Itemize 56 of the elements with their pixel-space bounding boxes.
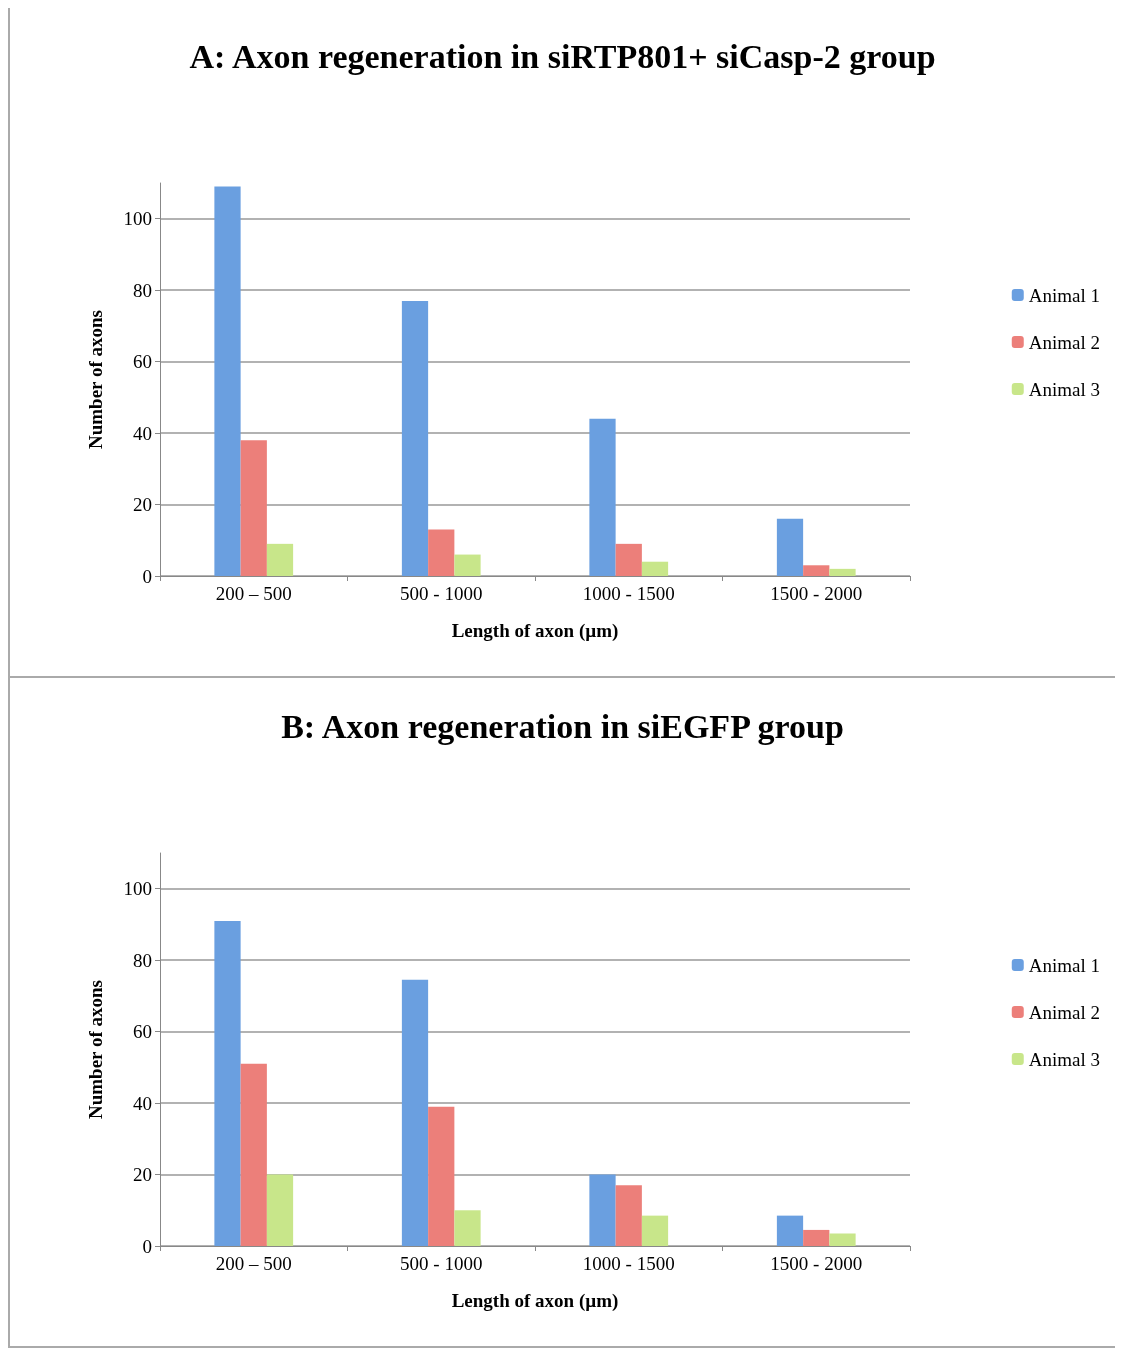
bar xyxy=(454,1210,481,1246)
y-tick-label: 60 xyxy=(133,1021,152,1043)
bar xyxy=(589,418,616,576)
bar xyxy=(428,1106,455,1246)
bar xyxy=(776,1215,804,1246)
bar xyxy=(454,554,481,576)
y-tick-label: 60 xyxy=(133,351,152,373)
x-tick-label: 200 – 500 xyxy=(215,1253,292,1274)
y-tick-label: 0 xyxy=(142,1235,152,1257)
bar xyxy=(615,1185,642,1246)
y-tick-label: 80 xyxy=(133,279,152,301)
bar xyxy=(829,1233,856,1246)
bar xyxy=(240,440,267,576)
y-tick-label: 20 xyxy=(133,494,152,516)
legend-label: Animal 3 xyxy=(1028,378,1101,400)
chart-title: A: Axon regeneration in siRTP801+ siCasp-2 group xyxy=(189,37,936,75)
y-axis-title: Number of axons xyxy=(85,980,106,1119)
y-tick-label: 40 xyxy=(133,1092,152,1114)
x-axis-title: Length of axon (µm) xyxy=(451,620,619,642)
bar xyxy=(829,568,856,576)
bar xyxy=(641,1215,669,1246)
bar xyxy=(266,543,294,576)
x-tick-label: 500 - 1000 xyxy=(400,1253,483,1274)
bar xyxy=(589,1174,616,1246)
x-tick-label: 1000 - 1500 xyxy=(582,1253,675,1274)
bar xyxy=(266,1174,294,1246)
bar xyxy=(214,920,241,1246)
x-tick-label: 1000 - 1500 xyxy=(582,583,675,604)
legend-label: Animal 1 xyxy=(1028,284,1101,306)
y-tick-label: 20 xyxy=(133,1164,152,1186)
y-tick-label: 40 xyxy=(133,422,152,444)
x-tick-label: 200 – 500 xyxy=(215,583,292,604)
bar xyxy=(401,979,429,1246)
y-tick-label: 80 xyxy=(133,949,152,971)
legend-label: Animal 1 xyxy=(1028,954,1101,976)
legend-label: Animal 2 xyxy=(1028,331,1101,353)
x-tick-label: 1500 - 2000 xyxy=(770,1253,863,1274)
chart-title: B: Axon regeneration in siEGFP group xyxy=(281,707,844,745)
bar xyxy=(803,565,830,576)
y-tick-label: 100 xyxy=(123,878,152,900)
x-tick-label: 500 - 1000 xyxy=(400,583,483,604)
bar xyxy=(240,1063,267,1246)
bar xyxy=(428,529,455,576)
bar xyxy=(401,300,429,576)
x-axis-title: Length of axon (µm) xyxy=(451,1290,619,1312)
bar xyxy=(615,543,642,576)
legend-label: Animal 3 xyxy=(1028,1048,1101,1070)
x-tick-label: 1500 - 2000 xyxy=(770,583,863,604)
legend-label: Animal 2 xyxy=(1028,1001,1101,1023)
bar xyxy=(776,518,804,576)
y-tick-label: 100 xyxy=(123,208,152,230)
y-tick-label: 0 xyxy=(142,565,152,587)
bar xyxy=(803,1229,830,1246)
bar xyxy=(214,186,241,576)
y-axis-title: Number of axons xyxy=(85,310,106,449)
bar xyxy=(641,561,669,576)
